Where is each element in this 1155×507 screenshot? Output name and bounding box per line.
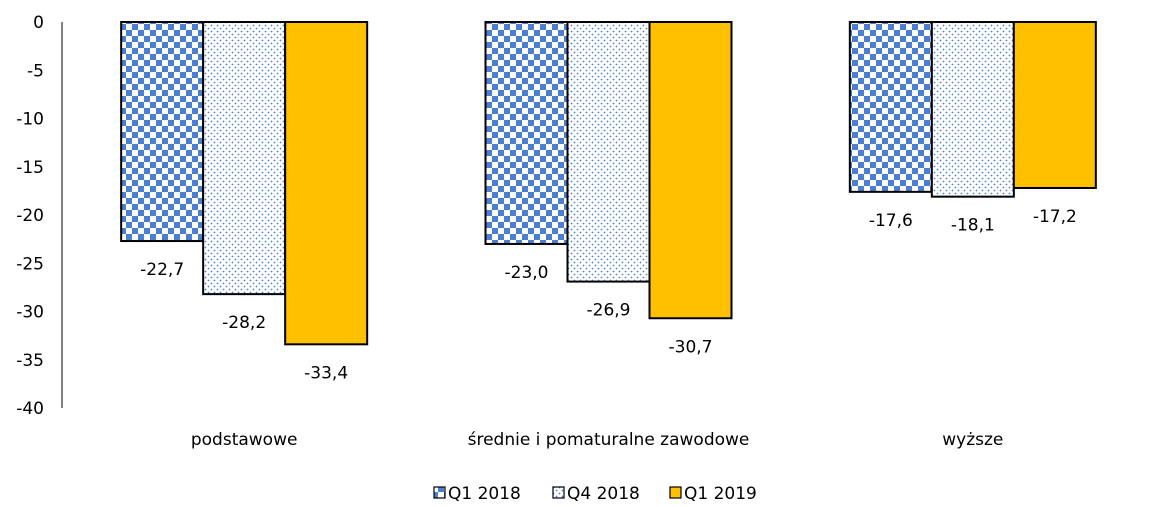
y-tick-label: 0	[33, 13, 44, 33]
y-tick-label: -20	[16, 206, 44, 226]
y-tick-label: -30	[16, 303, 44, 323]
bar-q4-2018-0	[202, 21, 287, 296]
data-label: -33,4	[304, 363, 348, 383]
data-label: -22,7	[140, 260, 184, 280]
category-label: wyższe	[942, 430, 1003, 450]
bar-q4-2018-1	[566, 21, 651, 283]
data-label: -28,2	[222, 313, 266, 333]
y-tick-label: -15	[16, 158, 44, 178]
category-label: podstawowe	[191, 430, 298, 450]
legend: Q1 2018 Q4 2018 Q1 2019	[433, 484, 757, 504]
data-label: -17,6	[869, 211, 913, 231]
legend-swatch	[669, 486, 682, 499]
y-tick-label: -35	[16, 351, 44, 371]
data-label: -23,0	[505, 263, 549, 283]
bar-q1-2019-1	[648, 21, 733, 320]
bar-q1-2019-0	[284, 21, 369, 346]
legend-label: Q4 2018	[567, 484, 640, 504]
data-label: -18,1	[951, 216, 995, 236]
bar-q1-2019-2	[1012, 21, 1097, 189]
bar-q4-2018-2	[930, 21, 1015, 198]
bar-q1-2018-1	[484, 21, 569, 245]
category-label: średnie i pomaturalne zawodowe	[468, 430, 750, 450]
bars	[120, 21, 1097, 346]
legend-label: Q1 2018	[448, 484, 521, 504]
legend-swatch	[433, 486, 446, 499]
data-label: -17,2	[1033, 207, 1077, 227]
data-labels: -22,7 -28,2 -33,4 -23,0 -26,9 -30,7 -17,6 -18,1…	[140, 207, 1077, 383]
bar-q1-2018-0	[120, 21, 205, 243]
legend-label: Q1 2019	[684, 484, 757, 504]
data-label: -26,9	[587, 301, 631, 321]
legend-swatch	[552, 486, 565, 499]
y-tick-label: -40	[16, 399, 44, 419]
bar-q1-2018-2	[848, 21, 933, 193]
category-labels: podstawowe średnie i pomaturalne zawodowe…	[191, 430, 1004, 450]
data-label: -30,7	[669, 337, 713, 357]
y-tick-label: -10	[16, 110, 44, 130]
y-axis: 0 -5 -10 -15 -20 -25 -30 -35 -40	[16, 13, 63, 419]
y-tick-label: -25	[16, 254, 44, 274]
y-tick-label: -5	[27, 61, 44, 81]
